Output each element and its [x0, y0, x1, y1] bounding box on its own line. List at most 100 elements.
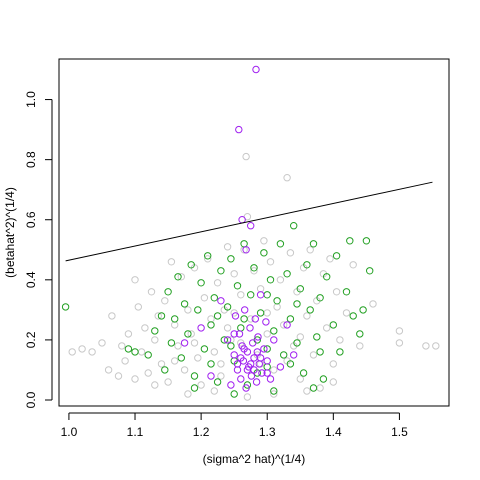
data-point: [233, 282, 242, 290]
data-point: [263, 330, 271, 338]
data-point: [171, 315, 179, 323]
data-point: [247, 360, 255, 368]
data-point: [250, 267, 258, 275]
reference-line: [65, 181, 433, 262]
data-point: [346, 237, 354, 245]
data-point: [349, 261, 357, 269]
data-point: [316, 294, 324, 302]
data-point: [250, 366, 258, 374]
data-point: [262, 318, 270, 326]
data-point: [184, 306, 192, 314]
data-point: [303, 261, 311, 269]
data-point: [342, 309, 351, 317]
data-point: [217, 372, 225, 380]
data-point: [124, 345, 133, 353]
data-point: [263, 291, 271, 299]
data-point: [266, 276, 275, 284]
data-point: [207, 372, 215, 380]
data-point: [266, 375, 275, 383]
data-point: [280, 351, 288, 359]
y-tick-label: 0.4: [24, 271, 38, 288]
data-point: [235, 125, 243, 134]
data-point: [197, 381, 205, 389]
data-point: [227, 255, 235, 263]
data-point: [240, 345, 248, 353]
data-point: [171, 321, 179, 329]
data-point: [151, 327, 159, 335]
data-point: [230, 351, 238, 359]
data-point: [230, 390, 238, 398]
data-point: [349, 312, 357, 320]
data-point: [200, 345, 209, 353]
data-point: [194, 354, 202, 362]
data-point: [223, 243, 232, 251]
data-point: [223, 336, 232, 344]
data-point: [242, 152, 250, 161]
data-point: [395, 327, 404, 335]
y-tick-label: 1.0: [24, 91, 38, 108]
data-point: [252, 65, 260, 74]
data-point: [167, 258, 176, 266]
data-point: [220, 336, 229, 344]
data-point: [184, 330, 192, 338]
data-point: [157, 312, 166, 320]
data-point: [237, 291, 245, 299]
data-point: [293, 339, 301, 347]
data-point: [422, 342, 430, 350]
data-point: [260, 345, 268, 353]
data-point: [296, 333, 304, 341]
y-tick-label: 0.8: [24, 151, 38, 168]
x-tick-label: 1.0: [61, 425, 78, 439]
data-point: [68, 348, 76, 356]
data-point: [61, 303, 70, 311]
data-point: [230, 330, 238, 338]
data-point: [237, 324, 245, 332]
data-point: [309, 384, 318, 392]
points-layer: [61, 65, 440, 401]
data-point: [144, 369, 152, 377]
data-point: [258, 369, 266, 377]
data-point: [303, 312, 311, 320]
data-point: [250, 264, 258, 272]
data-point: [280, 321, 288, 329]
data-point: [251, 315, 260, 323]
data-point: [230, 270, 238, 278]
data-point: [237, 354, 245, 362]
data-point: [151, 336, 159, 344]
y-tick-label: 0.6: [24, 211, 38, 228]
x-tick-label: 1.1: [127, 425, 144, 439]
data-point: [286, 360, 295, 368]
data-point: [88, 348, 96, 356]
data-point: [332, 288, 341, 296]
data-point: [174, 273, 182, 281]
data-point: [290, 351, 298, 359]
data-point: [177, 273, 186, 281]
x-tick-label: 1.5: [391, 425, 408, 439]
data-point: [247, 372, 256, 380]
data-point: [256, 291, 265, 299]
data-point: [233, 366, 242, 374]
data-point: [366, 267, 374, 275]
data-point: [187, 261, 195, 269]
data-point: [359, 306, 367, 314]
x-tick-label: 1.3: [259, 425, 276, 439]
series-2: [180, 65, 298, 392]
data-point: [276, 240, 285, 248]
data-point: [263, 345, 271, 353]
data-point: [316, 384, 324, 392]
data-point: [263, 369, 271, 377]
data-point: [247, 222, 255, 230]
data-point: [290, 222, 298, 230]
data-point: [332, 252, 341, 260]
data-point: [238, 216, 246, 224]
data-point: [276, 276, 285, 284]
data-point: [118, 342, 126, 350]
data-point: [164, 378, 172, 386]
data-point: [342, 288, 351, 296]
data-point: [313, 333, 321, 341]
data-point: [207, 360, 215, 368]
data-point: [249, 339, 257, 347]
y-axis: 0.0 0.2 0.4 0.6 0.8 1.0: [24, 91, 53, 408]
data-point: [306, 246, 314, 254]
data-point: [270, 390, 278, 398]
